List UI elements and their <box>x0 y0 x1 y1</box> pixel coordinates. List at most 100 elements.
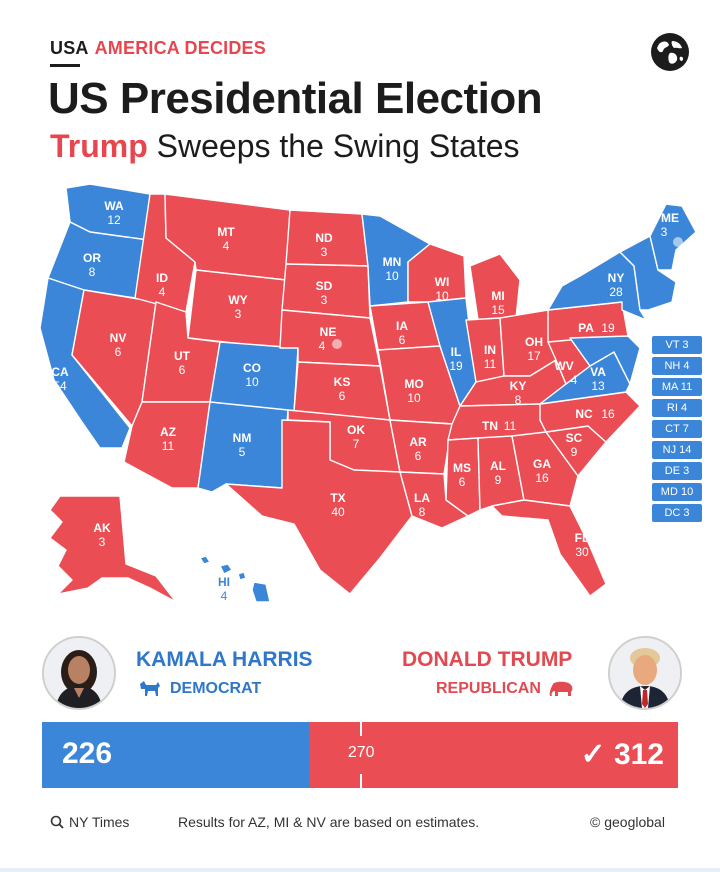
label-mt-votes: 4 <box>223 239 230 253</box>
label-oh-abbr: OH <box>525 335 543 349</box>
label-nv-abbr: NV <box>110 331 127 345</box>
district-marker-ne <box>332 339 342 349</box>
label-nm-abbr: NM <box>233 431 252 445</box>
dem-vote-count: 226 <box>62 737 113 770</box>
ne-box-md: MD 10 <box>652 483 702 501</box>
electoral-vote-bar: 226 ✓ 312 270 <box>42 722 678 788</box>
label-wi-abbr: WI <box>435 275 450 289</box>
label-mi-abbr: MI <box>491 289 504 303</box>
label-tn-votes: 11 <box>504 419 517 433</box>
harris-party-label: DEMOCRAT <box>170 680 262 697</box>
label-mo-abbr: MO <box>404 377 423 391</box>
label-ut-abbr: UT <box>174 349 191 363</box>
ne-box-nh: NH 4 <box>652 357 702 375</box>
label-va-abbr: VA <box>590 365 606 379</box>
label-va-votes: 13 <box>591 379 605 393</box>
label-in-abbr: IN <box>484 343 496 357</box>
label-il-votes: 19 <box>449 359 463 373</box>
label-ar-abbr: AR <box>409 435 427 449</box>
label-or-votes: 8 <box>89 265 96 279</box>
label-tx-votes: 40 <box>331 505 345 519</box>
label-al-abbr: AL <box>490 459 506 473</box>
label-ut-votes: 6 <box>179 363 186 377</box>
trump-name: DONALD TRUMP <box>402 648 573 671</box>
label-sc-votes: 9 <box>571 445 578 459</box>
subtitle-highlight: Trump <box>50 128 148 164</box>
label-la-votes: 8 <box>419 505 426 519</box>
copyright-credit: © geoglobal <box>590 814 665 830</box>
label-co-abbr: CO <box>243 361 261 375</box>
state-me <box>649 203 697 271</box>
estimate-note: Results for AZ, MI & NV are based on est… <box>178 814 480 830</box>
state-labels: WA 12 OR 8 CA 54 NV 6 ID 4 MT 4 WY 3 UT … <box>51 199 679 603</box>
label-ak-abbr: AK <box>93 521 111 535</box>
label-wy-votes: 3 <box>235 307 242 321</box>
state-md-de-nj <box>569 335 641 385</box>
label-id-abbr: ID <box>156 271 168 285</box>
ne-box-ma: MA 11 <box>652 378 702 396</box>
label-sd-votes: 3 <box>321 293 328 307</box>
label-nc-abbr: NC <box>575 407 593 421</box>
page-subtitle: Trump Sweeps the Swing States <box>50 128 520 165</box>
label-wv-votes: 4 <box>571 373 578 387</box>
label-sc-abbr: SC <box>566 431 583 445</box>
globe-icon <box>651 33 689 71</box>
kicker-underline <box>50 64 80 67</box>
label-ne-votes: 4 <box>319 339 326 353</box>
harris-name: KAMALA HARRIS <box>136 648 313 671</box>
label-ny-abbr: NY <box>608 271 625 285</box>
dem-bar-segment <box>42 722 311 788</box>
donkey-icon <box>140 681 160 696</box>
state-fl <box>491 499 607 597</box>
label-al-votes: 9 <box>495 473 502 487</box>
label-me-abbr: ME <box>661 211 679 225</box>
harris-party: DEMOCRAT <box>138 680 261 698</box>
label-co-votes: 10 <box>245 375 259 389</box>
source-label: NY Times <box>69 814 130 830</box>
label-ia-votes: 6 <box>399 333 406 347</box>
label-az-votes: 11 <box>162 439 175 453</box>
trump-avatar <box>608 636 682 710</box>
ne-box-dc: DC 3 <box>652 504 702 522</box>
label-ak-votes: 3 <box>99 535 106 549</box>
label-ne-abbr: NE <box>320 325 337 339</box>
ne-box-de: DE 3 <box>652 462 702 480</box>
label-oh-votes: 17 <box>527 349 541 363</box>
label-ca-abbr: CA <box>51 365 69 379</box>
label-ca-votes: 54 <box>53 379 67 393</box>
label-nv-votes: 6 <box>115 345 122 359</box>
threshold-tick-top <box>360 722 363 736</box>
ne-box-ct: CT 7 <box>652 420 702 438</box>
bottom-strip <box>0 868 720 872</box>
us-electoral-map: WA 12 OR 8 CA 54 NV 6 ID 4 MT 4 WY 3 UT … <box>39 183 697 603</box>
ne-box-vt: VT 3 <box>652 336 702 354</box>
threshold-label: 270 <box>347 744 375 761</box>
label-fl-votes: 30 <box>575 545 589 559</box>
ne-box-nj: NJ 14 <box>652 441 702 459</box>
label-nc-votes: 16 <box>601 407 615 421</box>
district-marker-me <box>673 237 683 247</box>
label-ms-votes: 6 <box>459 475 466 489</box>
label-ny-votes: 28 <box>609 285 623 299</box>
kicker-primary: USA <box>50 38 89 58</box>
label-wa-abbr: WA <box>104 199 124 213</box>
state-ms <box>445 437 481 517</box>
label-ky-abbr: KY <box>510 379 527 393</box>
label-ky-votes: 8 <box>515 393 522 407</box>
label-nm-votes: 5 <box>239 445 246 459</box>
source-credit: NY Times <box>50 814 129 830</box>
label-nd-abbr: ND <box>315 231 333 245</box>
trump-party: REPUBLICAN <box>436 680 575 698</box>
label-wv-abbr: WV <box>554 359 573 373</box>
label-sd-abbr: SD <box>316 279 333 293</box>
label-il-abbr: IL <box>451 345 462 359</box>
subtitle-rest: Sweeps the Swing States <box>156 128 520 164</box>
label-ga-abbr: GA <box>533 457 551 471</box>
state-hi <box>199 555 271 603</box>
label-in-votes: 11 <box>484 357 497 371</box>
label-mi-votes: 15 <box>491 303 505 317</box>
label-mn-votes: 10 <box>385 269 399 283</box>
search-icon <box>50 815 64 829</box>
label-ks-votes: 6 <box>339 389 346 403</box>
label-ks-abbr: KS <box>334 375 351 389</box>
